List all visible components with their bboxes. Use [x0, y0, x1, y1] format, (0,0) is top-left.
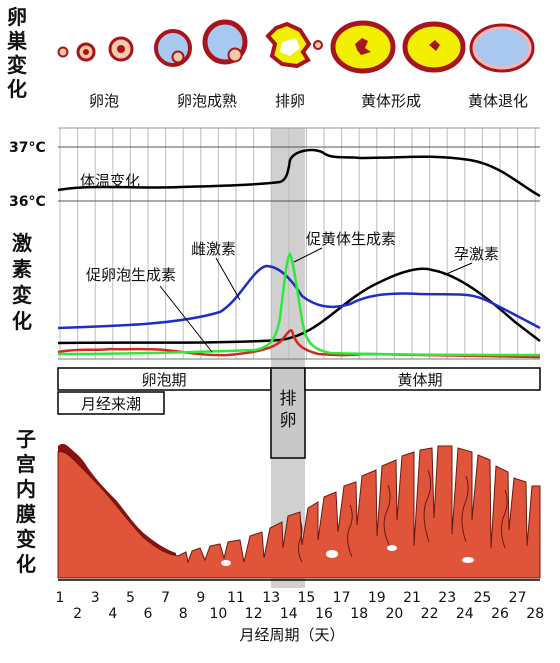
x-tick-label: 24 [456, 606, 474, 622]
x-tick-label: 7 [161, 590, 170, 606]
section-label-endometrium: 子 宫 内 膜 变 化 [15, 427, 36, 576]
svg-text:排: 排 [280, 389, 297, 409]
x-tick-label: 1 [56, 590, 65, 606]
svg-text:変: 変 [12, 283, 32, 307]
body-temperature-curve [57, 148, 541, 198]
svg-text:黄体形成: 黄体形成 [361, 92, 421, 110]
svg-text:変: 変 [7, 53, 27, 77]
x-tick-label: 3 [91, 590, 100, 606]
menstruation-bar [57, 391, 165, 415]
svg-text:卵泡成熟: 卵泡成熟 [177, 92, 237, 110]
x-tick-label: 19 [368, 590, 386, 606]
svg-text:月经来潮: 月经来潮 [81, 395, 141, 413]
estrogen-label-leader [215, 257, 241, 301]
svg-text:内: 内 [16, 477, 36, 501]
x-tick-label: 14 [280, 606, 298, 622]
x-tick-label: 8 [179, 606, 188, 622]
x-tick-label: 10 [209, 606, 227, 622]
x-tick-label: 6 [144, 606, 153, 622]
fsh-label-leader [159, 285, 213, 353]
luteal-phase-bar [304, 367, 541, 391]
estrogen-curve [57, 264, 541, 330]
ovary-stage-labels: 卵泡 卵泡成熟 排卵 黄体形成 黄体退化 [89, 92, 528, 110]
x-tick-label: 21 [403, 590, 421, 606]
follicle-tiny [57, 46, 69, 58]
svg-text:素: 素 [12, 257, 32, 281]
x-tick-label: 20 [385, 606, 403, 622]
x-tick-label: 17 [333, 590, 351, 606]
x-tick-label: 27 [509, 590, 527, 606]
section-label-ovary: 卵 巣 変 化 [6, 5, 28, 101]
x-axis-label: 月经周期（天） [239, 626, 344, 644]
temperature-label: 体温变化 [80, 172, 140, 190]
svg-text:卵: 卵 [280, 411, 297, 431]
x-tick-label: 25 [473, 590, 491, 606]
svg-text:卵泡: 卵泡 [89, 92, 119, 110]
lh-label-leader [293, 247, 323, 263]
ovary-stage-icons [57, 19, 535, 74]
ovulation-band [271, 128, 305, 588]
progesterone-label: 孕激素 [454, 245, 499, 263]
svg-text:激: 激 [12, 231, 32, 255]
x-tick-label: 23 [438, 590, 456, 606]
released-egg [313, 40, 323, 50]
estrogen-label: 雌激素 [191, 240, 236, 258]
x-axis-ticks: 1 3 5 7 9 11 13 15 17 19 21 23 25 272 4 6 8 10 12 14 16 18 20 2… [56, 590, 545, 622]
x-tick-label: 22 [421, 606, 439, 622]
svg-text:膜: 膜 [15, 502, 36, 526]
svg-text:黄体期: 黄体期 [397, 371, 442, 389]
ovulation-bar [270, 367, 306, 459]
progesterone-label-leader [443, 262, 473, 276]
x-tick-label: 2 [73, 606, 82, 622]
svg-text:卵: 卵 [7, 5, 27, 29]
endometrium-tissue [57, 445, 541, 579]
svg-text:宫: 宫 [16, 452, 36, 476]
fsh-label: 促卵泡生成素 [86, 266, 176, 284]
x-tick-label: 26 [491, 606, 509, 622]
corpus-albicans [472, 26, 532, 70]
svg-text:变: 变 [16, 527, 36, 551]
section-label-hormone: 激 素 変 化 [12, 231, 32, 333]
x-tick-label: 18 [350, 606, 368, 622]
svg-text:化: 化 [12, 309, 32, 333]
lh-curve [57, 252, 541, 357]
svg-text:卵泡期: 卵泡期 [141, 371, 186, 389]
x-tick-label: 5 [126, 590, 135, 606]
x-tick-label: 16 [315, 606, 333, 622]
svg-text:黄体退化: 黄体退化 [468, 92, 528, 110]
temp-37-label: 37°C [9, 140, 46, 156]
x-tick-label: 12 [245, 606, 263, 622]
x-tick-label: 11 [227, 590, 245, 606]
x-tick-label: 28 [526, 606, 544, 622]
x-tick-label: 15 [297, 590, 315, 606]
x-tick-label: 4 [108, 606, 117, 622]
svg-text:子: 子 [16, 427, 36, 451]
temp-36-label: 36°C [9, 194, 46, 210]
svg-text:巣: 巣 [6, 29, 28, 53]
endometrium-illustration [57, 443, 541, 579]
x-tick-label: 13 [262, 590, 280, 606]
x-tick-label: 9 [196, 590, 205, 606]
svg-text:化: 化 [7, 77, 27, 101]
svg-text:化: 化 [16, 552, 36, 576]
svg-text:排卵: 排卵 [275, 92, 305, 110]
lh-label: 促黄体生成素 [306, 230, 396, 248]
